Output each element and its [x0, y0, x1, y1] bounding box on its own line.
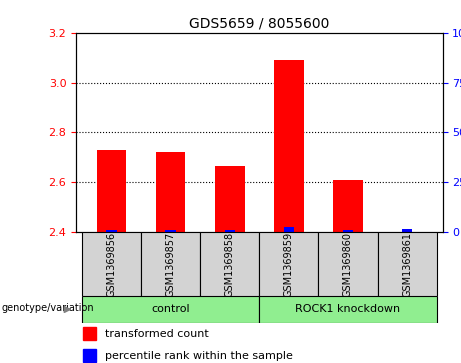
- Bar: [260, 232, 319, 296]
- Text: control: control: [151, 305, 190, 314]
- Bar: [165, 230, 176, 232]
- Bar: [343, 230, 353, 232]
- Text: transformed count: transformed count: [106, 329, 209, 339]
- Bar: [106, 230, 117, 232]
- Text: GSM1369860: GSM1369860: [343, 232, 353, 297]
- Text: genotype/variation: genotype/variation: [1, 303, 94, 313]
- Bar: [225, 230, 235, 232]
- Bar: [156, 152, 185, 232]
- Bar: [284, 227, 294, 232]
- Bar: [274, 60, 304, 232]
- Text: GSM1369861: GSM1369861: [402, 232, 412, 297]
- Bar: [97, 150, 126, 232]
- Text: percentile rank within the sample: percentile rank within the sample: [106, 351, 293, 361]
- Text: GSM1369857: GSM1369857: [165, 232, 176, 297]
- Text: GSM1369859: GSM1369859: [284, 232, 294, 297]
- Bar: [378, 232, 437, 296]
- Bar: [141, 232, 200, 296]
- Text: ROCK1 knockdown: ROCK1 knockdown: [296, 305, 401, 314]
- Bar: [333, 180, 363, 232]
- Bar: [82, 232, 141, 296]
- Bar: [82, 296, 260, 323]
- Title: GDS5659 / 8055600: GDS5659 / 8055600: [189, 16, 330, 30]
- Text: GSM1369858: GSM1369858: [225, 232, 235, 297]
- Bar: [215, 166, 244, 232]
- Bar: [319, 232, 378, 296]
- Bar: [200, 232, 259, 296]
- Bar: [402, 229, 412, 232]
- Bar: [83, 327, 96, 340]
- Bar: [260, 296, 437, 323]
- Bar: [83, 349, 96, 362]
- Text: GSM1369856: GSM1369856: [106, 232, 117, 297]
